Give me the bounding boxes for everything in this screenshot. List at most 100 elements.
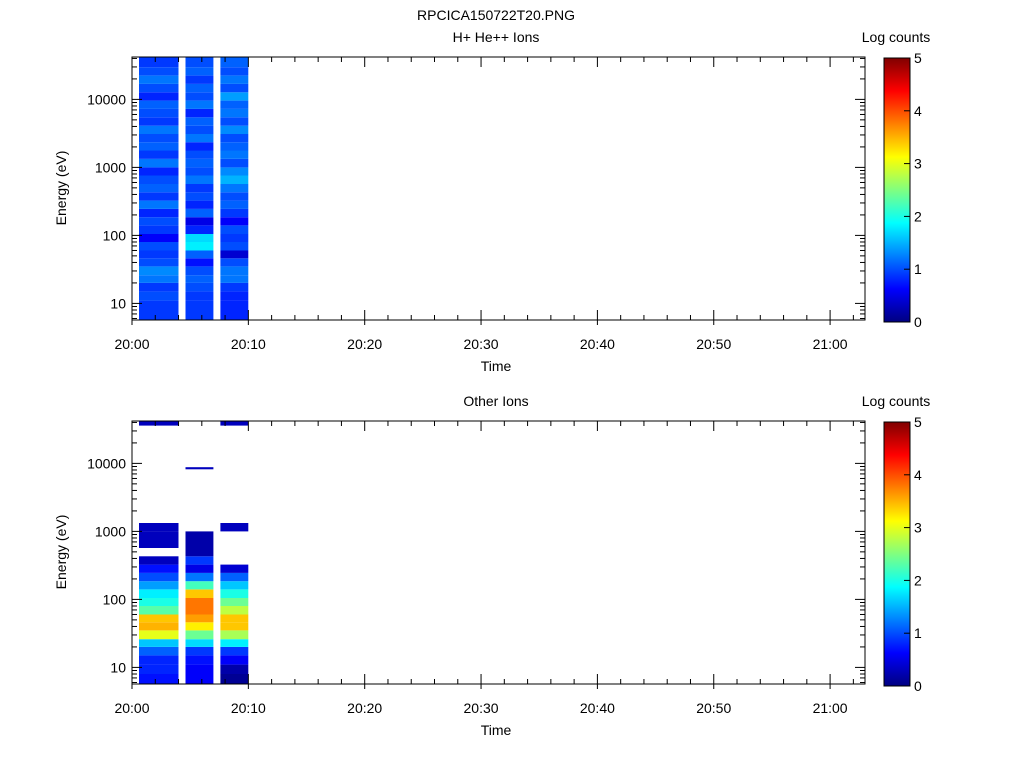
colorbar-tick-label: 5 <box>914 50 922 66</box>
heatmap-cell <box>220 622 249 631</box>
x-tick-label: 20:40 <box>580 336 615 352</box>
heatmap-cell <box>139 589 179 598</box>
heatmap-cell <box>139 300 179 310</box>
y-tick-label: 1000 <box>95 159 126 175</box>
heatmap-cell <box>220 598 249 606</box>
heatmap-cell <box>139 75 179 84</box>
heatmap-cell <box>220 674 249 684</box>
y-tick-label: 100 <box>103 227 127 243</box>
heatmap-cell <box>139 108 179 118</box>
heatmap-cell <box>139 674 179 684</box>
heatmap-cell <box>185 159 214 168</box>
heatmap-cell <box>139 192 179 201</box>
heatmap-cell <box>220 184 249 193</box>
heatmap-cell <box>139 142 179 151</box>
heatmap-cell <box>185 234 214 242</box>
heatmap-cell <box>185 282 214 292</box>
x-ticks: 20:00 20:10 20:20 20:30 20:40 20:50 21:00 <box>114 421 854 716</box>
heatmap-cell <box>185 664 214 674</box>
heatmap-cells <box>139 421 249 684</box>
heatmap-cell <box>139 614 179 623</box>
heatmap-cell <box>185 539 214 548</box>
x-tick-label: 21:00 <box>813 336 848 352</box>
heatmap-cell <box>139 282 179 292</box>
y-tick-label: 10000 <box>87 455 126 471</box>
heatmap-cell <box>139 421 179 426</box>
heatmap-cell <box>185 674 214 684</box>
heatmap-cell <box>185 655 214 665</box>
colorbar-tick-label: 0 <box>914 314 922 330</box>
heatmap-cell <box>185 100 214 109</box>
heatmap-cell <box>185 581 214 590</box>
heatmap-cell <box>220 217 249 226</box>
heatmap-cell <box>139 572 179 582</box>
heatmap-cell <box>185 589 214 598</box>
heatmap-cell <box>220 242 249 251</box>
plot-frame <box>131 56 866 321</box>
heatmap-cell <box>220 83 249 93</box>
figure-title: RPCICA150722T20.PNG <box>417 7 575 23</box>
x-tick-label: 20:30 <box>464 700 499 716</box>
heatmap-cell <box>185 300 214 310</box>
heatmap-cell <box>220 291 249 301</box>
y-axis-label: Energy (eV) <box>53 515 69 590</box>
heatmap-cell <box>220 117 249 126</box>
heatmap-cell <box>139 639 179 647</box>
heatmap-cell <box>185 258 214 267</box>
heatmap-cell <box>185 572 214 582</box>
x-axis-label: Time <box>481 358 512 374</box>
x-tick-label: 20:10 <box>231 336 266 352</box>
heatmap-cell <box>185 150 214 159</box>
heatmap-cell <box>220 167 249 176</box>
colorbar <box>883 421 911 687</box>
heatmap-cell <box>220 108 249 118</box>
y-tick-label: 10000 <box>87 91 126 107</box>
x-tick-label: 20:00 <box>114 700 149 716</box>
colorbar-tick-label: 4 <box>914 467 922 483</box>
heatmap-cell <box>139 531 179 540</box>
heatmap-cell <box>139 57 179 68</box>
heatmap-cell <box>139 622 179 631</box>
heatmap-cell <box>139 125 179 134</box>
heatmap-cell <box>220 100 249 109</box>
heatmap-cell <box>220 208 249 218</box>
heatmap-cell <box>185 217 214 226</box>
heatmap-cell <box>139 242 179 251</box>
heatmap-cell <box>220 646 249 656</box>
heatmap-cell <box>220 639 249 647</box>
heatmap-cell <box>139 556 179 565</box>
colorbar-tick-label: 3 <box>914 156 922 172</box>
heatmap-cell <box>139 250 179 259</box>
x-tick-label: 20:00 <box>114 336 149 352</box>
heatmap-cell <box>139 200 179 209</box>
heatmap-cell <box>139 134 179 143</box>
plot-frame <box>131 420 866 685</box>
heatmap-cell <box>185 639 214 647</box>
heatmap-cell <box>185 250 214 259</box>
heatmap-cell <box>220 75 249 84</box>
heatmap-cell <box>185 614 214 623</box>
panel-title: H+ He++ Ions <box>453 29 540 45</box>
heatmap-cell <box>139 266 179 276</box>
heatmap-cell <box>185 108 214 118</box>
x-tick-label: 20:20 <box>347 700 382 716</box>
heatmap-cell <box>220 92 249 101</box>
heatmap-cell <box>139 523 179 532</box>
y-tick-label: 1000 <box>95 523 126 539</box>
heatmap-cell <box>220 175 249 184</box>
colorbar-tick-label: 5 <box>914 414 922 430</box>
heatmap-cell <box>139 630 179 640</box>
heatmap-cell <box>185 310 214 320</box>
x-tick-label: 20:50 <box>696 336 731 352</box>
heatmap-cell <box>220 614 249 623</box>
heatmap-cell <box>220 142 249 151</box>
colorbar-tick-label: 1 <box>914 625 922 641</box>
heatmap-cell <box>220 572 249 582</box>
heatmap-cell <box>185 242 214 251</box>
heatmap-cell <box>220 282 249 292</box>
heatmap-cell <box>220 250 249 259</box>
heatmap-cell <box>185 208 214 218</box>
